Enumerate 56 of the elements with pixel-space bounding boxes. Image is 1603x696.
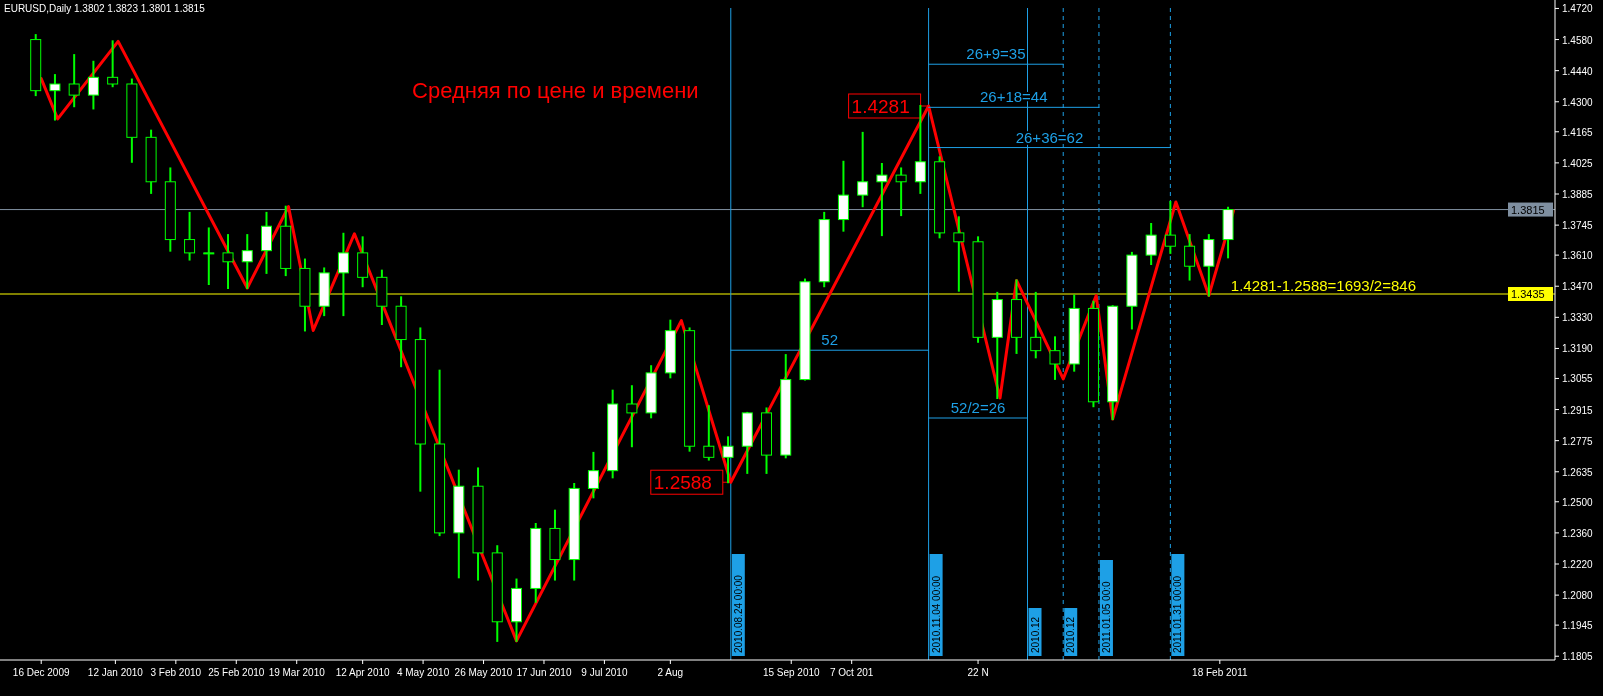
ref-line-label: 2011.01.31 00:00 [1172, 575, 1184, 653]
chart-title: EURUSD,Daily 1.3802 1.3823 1.3801 1.3815 [4, 3, 206, 14]
y-tick-label: 1.2775 [1562, 435, 1594, 447]
y-tick-label: 1.4580 [1562, 34, 1594, 46]
annotation: 1.2588 [653, 472, 712, 494]
ref-line-label: 1.3435 [1511, 288, 1545, 300]
y-tick-label: 1.2360 [1562, 527, 1594, 539]
x-tick-label: 2 Aug [657, 667, 684, 678]
y-tick-label: 1.3055 [1562, 373, 1594, 385]
date-tag: 2010.12 [1064, 608, 1078, 656]
x-tick-label: 25 Feb 2010 [208, 667, 265, 678]
x-tick-label: 9 Jul 2010 [581, 667, 628, 678]
date-tag: 2011.01.31 00:00 [1171, 554, 1185, 656]
x-tick-label: 17 Jun 2010 [516, 667, 572, 678]
y-tick-label: 1.2080 [1562, 590, 1594, 602]
x-tick-label: 22 N [967, 667, 989, 678]
ref-line-label: 2010.12 [1029, 616, 1041, 653]
y-tick-label: 1.4440 [1562, 65, 1594, 77]
ref-line-label: 2010.12 [1065, 616, 1077, 653]
y-tick-label: 1.3470 [1562, 281, 1594, 293]
y-tick-label: 1.2220 [1562, 559, 1594, 570]
x-tick-label: 19 Mar 2010 [268, 667, 326, 678]
y-tick-label: 1.1945 [1562, 620, 1594, 632]
x-tick-label: 26 May 2010 [454, 667, 513, 678]
y-tick-label: 1.4025 [1562, 157, 1594, 169]
x-tick-label: 4 May 2010 [396, 667, 450, 678]
y-tick-label: 1.3190 [1562, 343, 1594, 355]
y-tick-label: 1.2500 [1562, 496, 1594, 508]
y-tick-label: 1.3330 [1562, 312, 1594, 324]
price-tag: 1.3435 [1508, 287, 1553, 301]
series-label: 52 [821, 331, 839, 349]
x-tick-label: 7 Oct 201 [830, 667, 874, 678]
y-tick-label: 1.4720 [1562, 3, 1594, 15]
y-tick-label: 1.3610 [1562, 250, 1594, 262]
x-tick-label: 16 Dec 2009 [12, 667, 70, 678]
annotation: 1.4281 [851, 96, 910, 117]
y-tick-label: 1.4165 [1562, 126, 1594, 138]
ref-line-label: 2010.08.24 00:00 [732, 574, 744, 653]
y-tick-label: 1.2915 [1562, 404, 1594, 416]
annotation: 1.4281-1.2588=1693/2=846 [1230, 277, 1416, 294]
ref-line-label: 1.3815 [1511, 203, 1545, 216]
y-tick-label: 1.2635 [1562, 466, 1594, 478]
x-tick-label: 18 Feb 2011 [1192, 667, 1248, 678]
ref-line-label: 2010.11.04 00:00 [930, 575, 942, 653]
x-tick-label: 3 Feb 2010 [150, 667, 202, 678]
y-tick-label: 1.3885 [1562, 189, 1594, 200]
y-tick-label: 1.4300 [1562, 96, 1594, 108]
annotation: Средняя по цене и времени [412, 78, 699, 103]
ref-line-label: 2011.01.05 00:0 [1100, 581, 1112, 653]
y-tick-label: 1.1805 [1562, 651, 1594, 663]
series-label: 52/2=26 [950, 399, 1006, 416]
x-tick-label: 12 Jan 2010 [87, 667, 144, 678]
series-label: 26+9=35 [966, 45, 1026, 63]
x-tick-label: 12 Apr 2010 [335, 667, 391, 678]
x-tick-label: 15 Sep 2010 [762, 667, 821, 678]
y-tick-label: 1.3745 [1562, 220, 1594, 232]
